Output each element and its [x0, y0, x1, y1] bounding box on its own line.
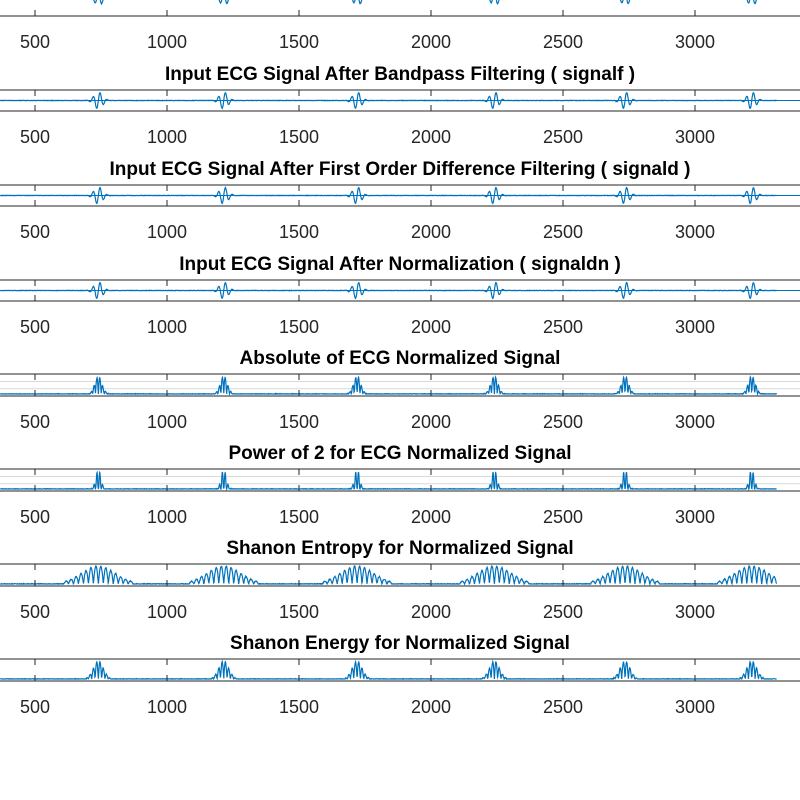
x-tick-label: 1500	[279, 412, 319, 432]
x-tick-label: 1500	[279, 507, 319, 527]
x-tick-label: 3000	[675, 32, 715, 52]
x-tick-label: 1500	[279, 127, 319, 147]
chart-title: Input ECG Signal After First Order Diffe…	[110, 159, 691, 180]
x-tick-label: 500	[20, 412, 50, 432]
chart-panel-4: Input ECG Signal After Normalization ( s…	[0, 254, 800, 337]
signal-line	[0, 374, 777, 396]
x-tick-label: 2500	[543, 222, 583, 242]
x-tick-label: 1500	[279, 317, 319, 337]
x-tick-label: 1000	[147, 317, 187, 337]
x-tick-label: 3000	[675, 127, 715, 147]
x-tick-label: 2500	[543, 507, 583, 527]
chart-panel-6: Power of 2 for ECG Normalized Signal 500 1…	[0, 443, 800, 527]
x-tick-label: 1000	[147, 222, 187, 242]
chart-title: Shanon Energy for Normalized Signal	[230, 633, 570, 654]
chart-panel-3: Input ECG Signal After First Order Diffe…	[0, 159, 800, 242]
chart-title: Input ECG Signal After Normalization ( s…	[179, 254, 621, 275]
x-tick-label: 2500	[543, 697, 583, 717]
signal-line	[93, 0, 757, 6]
x-tick-label: 1000	[147, 412, 187, 432]
x-tick-label: 3000	[675, 602, 715, 622]
chart-panel-8: Shanon Energy for Normalized Signal 500 10…	[0, 633, 800, 717]
x-tick-label: 3000	[675, 222, 715, 242]
chart-title: Power of 2 for ECG Normalized Signal	[228, 443, 571, 464]
x-tick-label: 3000	[675, 412, 715, 432]
signal-line	[0, 659, 777, 681]
x-tick-label: 2000	[411, 412, 451, 432]
x-tick-label: 1000	[147, 507, 187, 527]
chart-panel-7: Shanon Entropy for Normalized Signal 500 1…	[0, 538, 800, 622]
x-tick-label: 2000	[411, 697, 451, 717]
x-tick-label: 1000	[147, 32, 187, 52]
x-tick-label: 1500	[279, 222, 319, 242]
x-tick-label: 3000	[675, 507, 715, 527]
x-tick-label: 2000	[411, 127, 451, 147]
x-tick-label: 2000	[411, 507, 451, 527]
chart-panel-2: Input ECG Signal After Bandpass Filterin…	[0, 64, 800, 147]
x-tick-label: 1000	[147, 697, 187, 717]
x-tick-label: 3000	[675, 697, 715, 717]
x-tick-label: 500	[20, 697, 50, 717]
x-tick-label: 2500	[543, 32, 583, 52]
x-tick-label: 500	[20, 127, 50, 147]
x-tick-label: 2000	[411, 32, 451, 52]
x-tick-label: 500	[20, 222, 50, 242]
x-tick-label: 3000	[675, 317, 715, 337]
signal-line	[0, 92, 777, 110]
x-tick-label: 2000	[411, 222, 451, 242]
x-tick-label: 1500	[279, 697, 319, 717]
x-tick-label: 1000	[147, 602, 187, 622]
x-tick-label: 2500	[543, 127, 583, 147]
signal-line	[0, 470, 777, 492]
chart-title: Absolute of ECG Normalized Signal	[240, 348, 561, 369]
chart-title: Input ECG Signal After Bandpass Filterin…	[165, 64, 635, 85]
x-tick-label: 1000	[147, 127, 187, 147]
chart-panel-5: Absolute of ECG Normalized Signal 500 1000…	[0, 348, 800, 432]
x-tick-label: 2000	[411, 602, 451, 622]
signal-line	[0, 281, 777, 300]
chart-panel-1: 500 1000 1500 2000 2500 3000	[0, 0, 800, 52]
x-tick-label: 1500	[279, 32, 319, 52]
x-tick-label: 500	[20, 32, 50, 52]
x-tick-label: 2500	[543, 317, 583, 337]
x-tick-label: 2000	[411, 317, 451, 337]
x-tick-label: 500	[20, 507, 50, 527]
chart-title: Shanon Entropy for Normalized Signal	[226, 538, 573, 559]
x-tick-label: 1500	[279, 602, 319, 622]
signal-line	[0, 564, 778, 587]
x-tick-label: 500	[20, 317, 50, 337]
signal-line	[0, 186, 777, 205]
x-tick-label: 500	[20, 602, 50, 622]
x-tick-label: 2500	[543, 412, 583, 432]
x-tick-label: 2500	[543, 602, 583, 622]
